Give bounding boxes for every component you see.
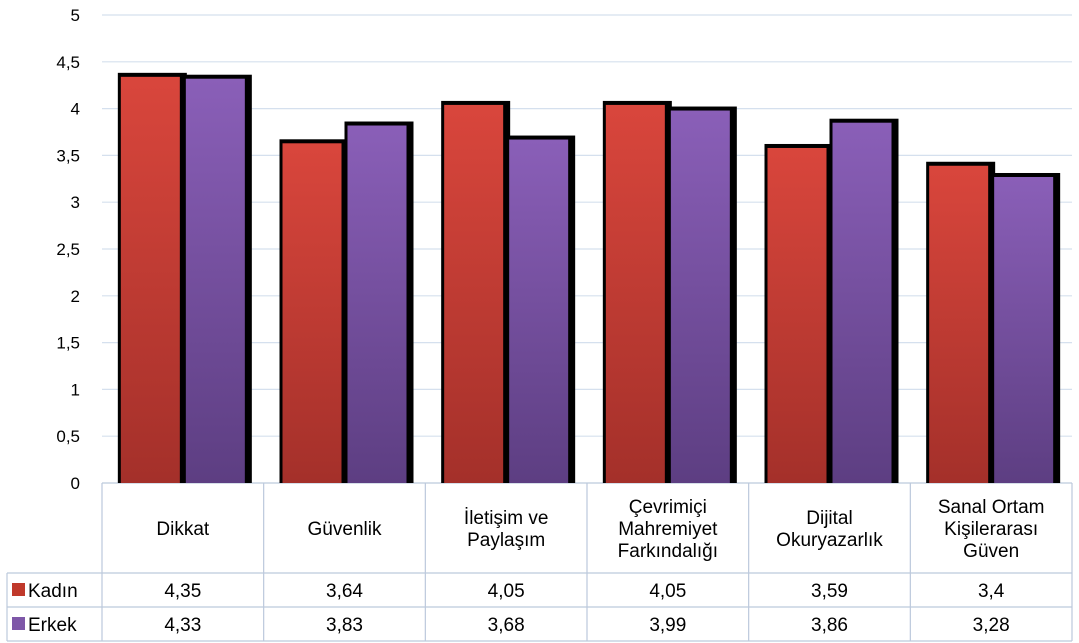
y-tick-label: 4 xyxy=(71,100,80,119)
y-tick-label: 1 xyxy=(71,380,80,399)
category-label: Kişilerarası xyxy=(944,519,1038,540)
category-label: Farkındalığı xyxy=(618,541,718,562)
category-label: Dikkat xyxy=(156,519,210,540)
bar-erkek xyxy=(347,125,407,484)
table-cell: 3,99 xyxy=(649,615,686,636)
y-tick-label: 3,5 xyxy=(56,146,80,165)
table-cell: 3,28 xyxy=(973,615,1010,636)
y-tick-label: 3 xyxy=(71,193,80,212)
y-tick-label: 0,5 xyxy=(56,427,80,446)
category-label: İletişim ve xyxy=(464,508,548,529)
table-cell: 3,4 xyxy=(978,581,1005,602)
y-tick-label: 1,5 xyxy=(56,334,80,353)
gridlines xyxy=(102,14,1072,484)
y-axis-tick-labels: 0 0,5 1 1,5 2 2,5 3 3,5 4 4,5 5 xyxy=(56,6,80,493)
bar-erkek xyxy=(832,122,892,483)
table-cell: 3,64 xyxy=(326,581,363,602)
table-cell: 3,86 xyxy=(811,615,848,636)
category-label: Güven xyxy=(963,541,1019,562)
bar-erkek xyxy=(994,176,1054,483)
bar-kadın xyxy=(767,147,827,483)
y-tick-label: 5 xyxy=(71,6,80,25)
bar-erkek xyxy=(509,139,569,483)
y-tick-label: 2,5 xyxy=(56,240,80,259)
table-cell: 3,59 xyxy=(811,581,848,602)
category-label: Paylaşım xyxy=(467,530,545,551)
table-cell: 4,05 xyxy=(649,581,686,602)
bar-kadın xyxy=(282,143,342,483)
category-label: Dijital xyxy=(806,508,852,529)
y-tick-label: 0 xyxy=(71,474,80,493)
table-cell: 3,68 xyxy=(488,615,525,636)
bar-erkek xyxy=(185,78,245,483)
category-label: Sanal Ortam xyxy=(938,497,1045,518)
bar-kadın xyxy=(605,104,665,484)
bar-kadın xyxy=(120,76,180,483)
bar-erkek xyxy=(670,110,730,483)
y-tick-label: 4,5 xyxy=(56,53,80,72)
legend-label: Erkek xyxy=(28,615,77,636)
table-cell: 4,33 xyxy=(164,615,201,636)
y-tick-label: 2 xyxy=(71,287,80,306)
category-label: Çevrimiçi xyxy=(629,497,707,518)
bar-kadın xyxy=(929,165,989,483)
legend-label: Kadın xyxy=(28,581,78,602)
legend-key-kadın xyxy=(12,583,25,596)
bars xyxy=(117,72,1061,484)
category-label: Mahremiyet xyxy=(618,519,718,540)
table-cell: 3,83 xyxy=(326,615,363,636)
bar-kadın xyxy=(444,104,504,484)
table-cell: 4,35 xyxy=(164,581,201,602)
category-label: Okuryazarlık xyxy=(776,530,883,551)
legend-key-erkek xyxy=(12,617,25,630)
table-cell: 4,05 xyxy=(488,581,525,602)
category-label: Güvenlik xyxy=(308,519,382,540)
